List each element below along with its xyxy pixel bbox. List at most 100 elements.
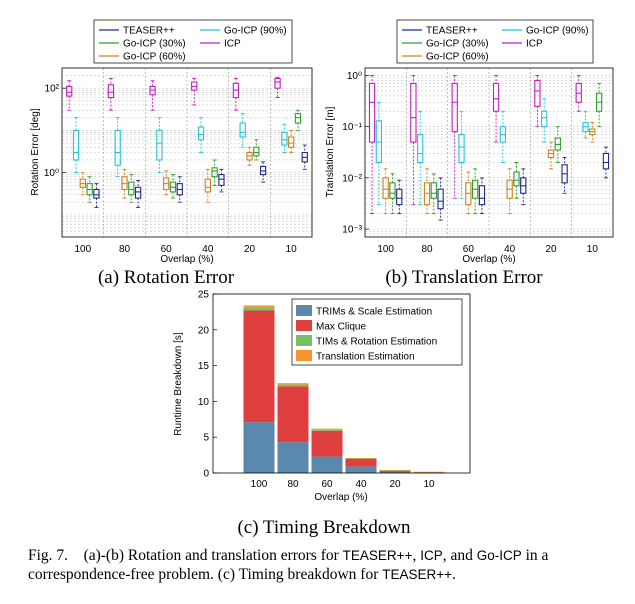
- x-tick-label: 10: [286, 244, 298, 255]
- box-go-icp-90--80: [114, 117, 121, 178]
- legend-b: TEASER++ Go-ICP (90%) Go-ICP (30%) ICP Go-IC…: [396, 19, 594, 64]
- xlabel-c: Overlap (%): [314, 492, 367, 503]
- box-go-icp-60--40: [204, 168, 211, 203]
- box-go-icp-90--60: [156, 117, 163, 174]
- grid-a: [62, 67, 312, 238]
- box-body: [204, 178, 211, 193]
- legend-item: TIMs & Rotation Estimation: [296, 335, 437, 348]
- box-icp-20: [534, 75, 541, 128]
- box-go-icp-30--20: [554, 126, 561, 163]
- ylabel-c: Runtime Breakdown [s]: [173, 332, 184, 436]
- bar-segment-translation-estimation-20: [379, 470, 411, 471]
- box-go-icp-30--40: [513, 162, 520, 199]
- ylabel-b: Translation Error [m]: [325, 106, 336, 197]
- box-go-icp-90--10: [281, 123, 288, 153]
- y-tick-label: 25: [198, 290, 210, 301]
- bar-segment-max-clique-100: [243, 310, 275, 423]
- legend-item: TEASER++: [99, 26, 175, 37]
- x-tick-label: 10: [423, 479, 435, 490]
- axes-frame-a: [61, 67, 313, 238]
- box-teaser--80: [437, 177, 444, 221]
- axes-frame-b: [364, 67, 614, 238]
- box-icp-20: [232, 77, 240, 111]
- bar-segment-translation-estimation-100: [243, 305, 275, 308]
- x-tick-label: 20: [389, 479, 401, 490]
- bar-segment-max-clique-80: [277, 386, 309, 443]
- box-go-icp-60--20: [547, 141, 555, 170]
- box-icp-10: [274, 76, 281, 98]
- box-body: [107, 84, 115, 99]
- bar-segment-tims-rotation-estimation-40: [345, 458, 377, 459]
- box-go-icp-30--80: [128, 174, 135, 203]
- figure-caption: Fig. 7. (a)-(b) Rotation and translation…: [28, 546, 628, 584]
- legend-item: TEASER++: [402, 26, 478, 37]
- box-body: [396, 188, 403, 206]
- subtitle-b: (b) Translation Error: [385, 267, 543, 288]
- legend-item: ICP: [200, 39, 241, 50]
- box-teaser--10: [602, 146, 610, 179]
- subtitle-a: (a) Rotation Error: [98, 267, 235, 288]
- boxes-b: [368, 75, 610, 221]
- caption-goicp: Go-ICP: [476, 548, 522, 563]
- box-teaser--60: [478, 177, 486, 215]
- box-teaser--80: [134, 180, 142, 208]
- x-tick-label: 80: [287, 479, 299, 490]
- box-go-icp-90--20: [541, 98, 548, 143]
- bar-segment-translation-estimation-10: [413, 471, 445, 473]
- box-go-icp-30--100: [86, 176, 93, 203]
- y-tick-label: 0: [203, 469, 209, 480]
- box-icp-10: [575, 75, 582, 112]
- legend-c: TRIMs & Scale Estimation Max Clique TIMs &…: [291, 298, 463, 366]
- box-go-icp-30--80: [430, 173, 437, 215]
- bar-segment-tims-rotation-estimation-60: [311, 429, 343, 431]
- bar-segment-trims-scale-estimation-80: [277, 442, 309, 473]
- legend-item: TRIMs & Scale Estimation: [296, 305, 432, 318]
- box-body: [458, 134, 465, 164]
- legend-item: Go-ICP (90%): [200, 26, 287, 37]
- legend-label: Go-ICP (30%): [426, 39, 489, 50]
- legend-swatch: [296, 305, 312, 316]
- box-teaser--20: [259, 161, 267, 183]
- box-body: [368, 82, 376, 143]
- legend-label: ICP: [224, 39, 241, 50]
- box-body: [288, 136, 295, 148]
- xlabel-b: Overlap (%): [462, 254, 515, 265]
- x-tick-label: 60: [161, 244, 173, 255]
- box-body: [417, 134, 424, 164]
- box-go-icp-60--10: [589, 122, 596, 143]
- box-icp-40: [191, 77, 198, 106]
- ticks-a: 10⁰ 10² 100 80 60 40 20 10: [44, 84, 297, 255]
- box-body: [492, 82, 500, 112]
- legend-item: Go-ICP (30%): [99, 39, 186, 50]
- box-go-icp-60--60: [465, 171, 472, 215]
- box-body: [134, 186, 142, 199]
- legend-label: ICP: [526, 39, 543, 50]
- axes-frame-c: [212, 293, 471, 474]
- box-go-icp-60--20: [246, 146, 253, 166]
- bar-segment-trims-scale-estimation-20: [379, 471, 411, 473]
- box-icp-100: [368, 75, 376, 215]
- legend-item: Translation Estimation: [296, 350, 415, 363]
- box-body: [274, 77, 281, 89]
- legend-swatch: [296, 350, 312, 361]
- panel-translation-error: 10⁻³ 10⁻² 10⁻¹ 10⁰ 100 80 60 40 20 10 Translation…: [325, 19, 614, 288]
- box-go-icp-60--80: [423, 168, 431, 215]
- box-body: [66, 85, 73, 97]
- ticks-b: 10⁻³ 10⁻² 10⁻¹ 10⁰ 100 80 60 40 20 10: [342, 71, 598, 255]
- legend-box: [291, 298, 463, 366]
- ylabel-a: Rotation Error [deg]: [30, 108, 41, 195]
- caption-text-3: , and: [442, 547, 477, 564]
- box-body: [430, 182, 437, 199]
- box-body: [72, 129, 80, 161]
- box-body: [114, 129, 121, 166]
- x-tick-label: 60: [463, 244, 475, 255]
- box-icp-100: [66, 80, 73, 111]
- box-icp-80: [107, 77, 115, 111]
- legend-label: Go-ICP (60%): [123, 52, 186, 63]
- x-tick-label: 20: [244, 244, 256, 255]
- box-body: [156, 129, 163, 161]
- legend-label: Go-ICP (60%): [426, 52, 489, 63]
- y-tick-label: 5: [203, 433, 209, 444]
